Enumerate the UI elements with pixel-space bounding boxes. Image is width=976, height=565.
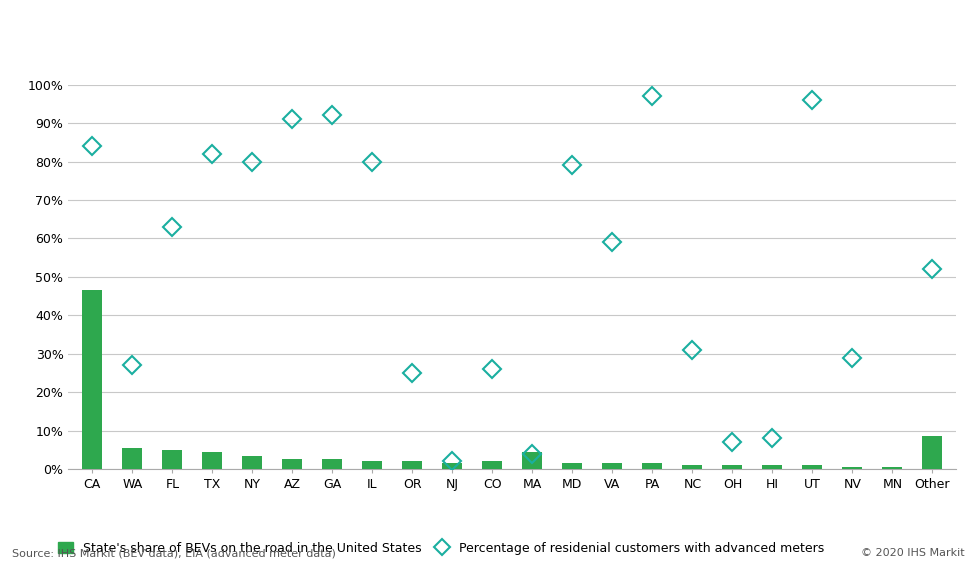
Bar bbox=[282, 459, 303, 469]
Bar bbox=[882, 467, 903, 469]
Bar bbox=[682, 465, 703, 469]
Bar bbox=[242, 455, 263, 469]
Bar bbox=[522, 451, 543, 469]
Legend: State's share of BEVs on the road in the United States, Percentage of residenial: State's share of BEVs on the road in the… bbox=[53, 537, 830, 560]
Bar bbox=[442, 463, 463, 469]
Bar bbox=[122, 448, 142, 469]
Bar bbox=[402, 461, 423, 469]
Bar bbox=[322, 459, 343, 469]
Text: Source: IHS Markit (BEV data), EIA (advanced meter data): Source: IHS Markit (BEV data), EIA (adva… bbox=[12, 548, 336, 558]
Bar bbox=[842, 467, 863, 469]
Text: © 2020 IHS Markit: © 2020 IHS Markit bbox=[861, 548, 964, 558]
Bar bbox=[482, 461, 503, 469]
Bar bbox=[722, 465, 743, 469]
Bar bbox=[562, 463, 583, 469]
Bar bbox=[202, 451, 223, 469]
Bar bbox=[602, 463, 623, 469]
Bar bbox=[762, 465, 783, 469]
Text: customers with advanced meters: customers with advanced meters bbox=[12, 62, 312, 76]
Text: States' share of BEVs on the road in the United States versus the percentage of : States' share of BEVs on the road in the… bbox=[12, 24, 840, 40]
Bar bbox=[922, 436, 943, 469]
Bar bbox=[82, 290, 102, 469]
Bar bbox=[802, 465, 823, 469]
Bar bbox=[642, 463, 663, 469]
Bar bbox=[162, 450, 183, 469]
Bar bbox=[362, 461, 383, 469]
